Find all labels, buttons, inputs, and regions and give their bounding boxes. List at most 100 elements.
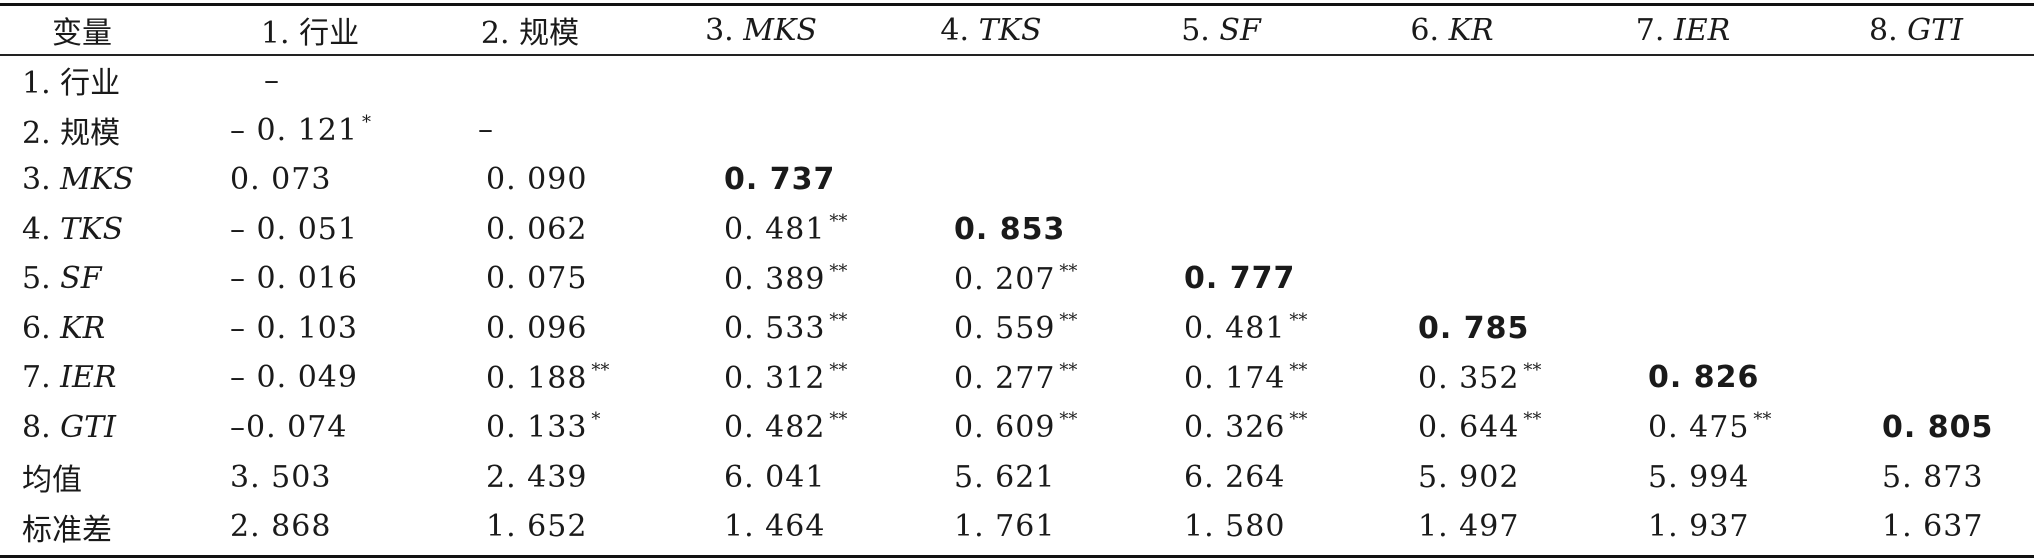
cell-value: 0. 174 (1184, 360, 1286, 396)
table-cell: 0. 207 ** (876, 254, 1106, 304)
table-cell (1798, 303, 2034, 353)
cell-value: 0. 352 (1418, 360, 1520, 396)
cell-value: 5. 621 (954, 459, 1056, 495)
table-cell (1798, 56, 2034, 106)
table-cell (1798, 204, 2034, 254)
table-cell: 0. 826 (1568, 353, 1798, 403)
row-label-number: 8. (22, 409, 61, 445)
table-cell (414, 56, 646, 106)
table-cell: 0. 312 ** (646, 353, 876, 403)
table-cell: 1. 580 (1106, 502, 1336, 552)
table-cell: – 0. 049 (206, 353, 414, 403)
table-cell: 0. 777 (1106, 254, 1336, 304)
significance-marker: ** (1523, 409, 1542, 431)
table-cell (1336, 56, 1568, 106)
cell-value: – (264, 62, 280, 98)
significance-marker: ** (1289, 409, 1308, 431)
cell-value: 6. 264 (1184, 459, 1286, 495)
table-cell: 1. 497 (1336, 502, 1568, 552)
table-row: 5. SF – 0. 016 0. 075 0. 389 ** 0. 207 ** 0. 77… (0, 254, 2034, 304)
header-col-name: 行业 (299, 16, 360, 51)
row-label: 均值 (0, 452, 206, 502)
table-cell: 1. 761 (876, 502, 1106, 552)
cell-value: – 0. 121 (230, 112, 358, 148)
reliability-value: 0. 777 (1184, 261, 1296, 297)
cell-value: – 0. 103 (230, 310, 358, 346)
row-label-number: 6. (22, 310, 61, 346)
table-cell (1336, 204, 1568, 254)
significance-marker: ** (1059, 409, 1078, 431)
table-cell: 0. 559 ** (876, 303, 1106, 353)
header-col-number: 7. (1635, 12, 1674, 48)
significance-marker: * (361, 111, 371, 133)
table-cell (1106, 56, 1336, 106)
table-cell: 6. 041 (646, 452, 876, 502)
table-cell (646, 56, 876, 106)
table-header-row: 变量 1. 行业 2. 规模 3. MKS 4. TKS 5. SF 6. KR 7. IE… (0, 6, 2034, 54)
significance-marker: ** (1059, 359, 1078, 381)
row-label-name: 行业 (60, 66, 121, 102)
header-col-number: 2. (480, 16, 520, 51)
table-cell: 2. 868 (206, 502, 414, 552)
table-cell: 0. 277 ** (876, 353, 1106, 403)
table-row: 均值 3. 503 2. 439 6. 041 5. 621 6. 264 5. 902 5.… (0, 452, 2034, 502)
cell-value: 6. 041 (724, 459, 826, 495)
reliability-value: 0. 737 (724, 161, 836, 197)
cell-value: 0. 609 (954, 410, 1056, 446)
table-cell (1798, 155, 2034, 205)
top-rule (0, 3, 2034, 6)
table-cell: 0. 533 ** (646, 303, 876, 353)
significance-marker: ** (1059, 260, 1078, 282)
cell-value: 1. 497 (1418, 509, 1520, 545)
row-label: 6. KR (0, 303, 206, 353)
significance-marker: ** (829, 359, 848, 381)
correlation-table-body: 1. 行业 –2. 规模 – 0. 121 * –3. MKS 0. 073 0. 090 0… (0, 56, 2034, 552)
table-cell: –0. 074 (206, 403, 414, 453)
table-cell: 0. 326 ** (1106, 403, 1336, 453)
reliability-value: 0. 785 (1418, 310, 1530, 346)
cell-value: 0. 073 (230, 161, 332, 197)
row-label-name: KR (60, 310, 106, 346)
table-cell (1568, 303, 1798, 353)
row-label: 3. MKS (0, 155, 206, 205)
header-col-5: 5. SF (1106, 6, 1336, 54)
table-cell: 0. 737 (646, 155, 876, 205)
cell-value: 1. 761 (954, 509, 1056, 545)
table-cell: – 0. 103 (206, 303, 414, 353)
row-label-name: 均值 (22, 463, 82, 499)
cell-value: 0. 475 (1648, 410, 1750, 446)
row-label-name: TKS (60, 211, 124, 247)
table-cell (876, 105, 1106, 155)
significance-marker: ** (1753, 409, 1772, 431)
row-label: 1. 行业 (0, 56, 206, 106)
cell-value: 5. 902 (1418, 459, 1520, 495)
significance-marker: ** (1059, 310, 1078, 332)
header-col-name: 规模 (519, 16, 580, 51)
table-cell: 5. 994 (1568, 452, 1798, 502)
significance-marker: ** (1523, 359, 1542, 381)
table-row: 7. IER – 0. 049 0. 188 ** 0. 312 ** 0. 277 ** 0.… (0, 353, 2034, 403)
row-label-number: 1. (22, 66, 61, 102)
row-label-number: 3. (22, 161, 61, 197)
cell-value: 0. 559 (954, 311, 1056, 347)
table-cell: 5. 873 (1798, 452, 2034, 502)
table-cell: 5. 621 (876, 452, 1106, 502)
header-col-name: TKS (978, 12, 1042, 48)
table-cell (1106, 105, 1336, 155)
reliability-value: 0. 805 (1882, 409, 1994, 445)
table-cell (1106, 204, 1336, 254)
table-row: 2. 规模 – 0. 121 * – (0, 105, 2034, 155)
row-label-number: 4. (22, 211, 61, 247)
cell-value: 1. 580 (1184, 509, 1286, 545)
table-cell: – 0. 051 (206, 204, 414, 254)
table-cell: 0. 481 ** (646, 204, 876, 254)
cell-value: 1. 937 (1648, 509, 1750, 545)
header-col-number: 6. (1410, 12, 1449, 48)
table-cell: – (206, 56, 414, 106)
table-cell: 1. 637 (1798, 502, 2034, 552)
table-cell: 6. 264 (1106, 452, 1336, 502)
table-cell (1336, 105, 1568, 155)
table-row: 8. GTI –0. 074 0. 133 * 0. 482 ** 0. 609 ** 0. 3… (0, 403, 2034, 453)
significance-marker: ** (829, 211, 848, 233)
significance-marker: ** (829, 310, 848, 332)
